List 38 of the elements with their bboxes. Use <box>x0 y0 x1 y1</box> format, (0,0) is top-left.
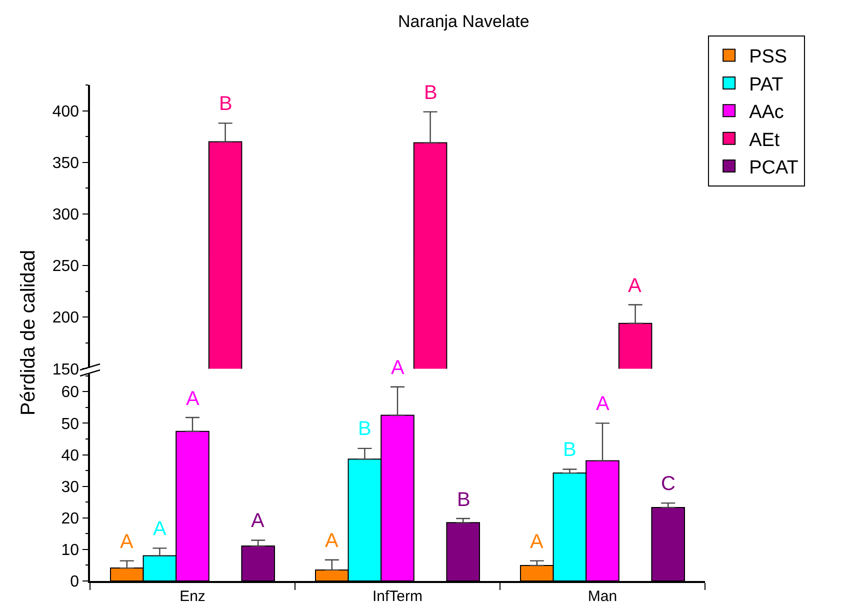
y-tick-label: 0 <box>70 574 80 591</box>
y-axis-title: Pérdida de calidad <box>18 250 40 416</box>
legend-label: PAT <box>749 74 784 96</box>
data-label: A <box>153 518 167 540</box>
y-tick-label: 50 <box>61 416 80 433</box>
data-label: B <box>358 418 372 440</box>
y-tick-label: 40 <box>61 447 80 464</box>
y-tick-label: 10 <box>61 542 80 560</box>
data-label: C <box>661 473 676 495</box>
chart-title: Naranja Navelate <box>398 12 530 32</box>
y-tick-label: 20 <box>61 510 80 528</box>
y-tick-label: 200 <box>52 310 80 327</box>
data-label: A <box>596 393 610 415</box>
legend-label: AEt <box>749 130 780 151</box>
x-tick-label: InfTerm <box>372 588 423 605</box>
data-label: B <box>563 439 576 461</box>
legend-label: AAc <box>749 102 784 124</box>
y-tick-label: 250 <box>52 258 80 276</box>
y-tick-label: 350 <box>52 154 80 172</box>
y-tick-label: 30 <box>61 478 80 496</box>
y-tick-label: 400 <box>52 103 80 120</box>
data-label: A <box>120 531 134 553</box>
data-label: A <box>186 388 200 410</box>
y-tick-label: 60 <box>61 384 80 402</box>
data-label: A <box>530 531 544 553</box>
legend-label: PSS <box>749 46 788 68</box>
data-label: A <box>251 510 265 532</box>
x-tick-label: Enz <box>180 588 206 605</box>
data-label: A <box>325 530 339 552</box>
data-label: A <box>391 357 405 379</box>
data-label: A <box>628 275 642 297</box>
x-tick-label: Man <box>588 588 618 605</box>
data-label: B <box>424 82 438 104</box>
y-tick-label: 150 <box>52 361 80 378</box>
data-label: B <box>457 489 470 511</box>
y-tick-label: 300 <box>52 206 80 224</box>
data-label: B <box>219 93 232 115</box>
legend-label: PCAT <box>749 157 799 178</box>
